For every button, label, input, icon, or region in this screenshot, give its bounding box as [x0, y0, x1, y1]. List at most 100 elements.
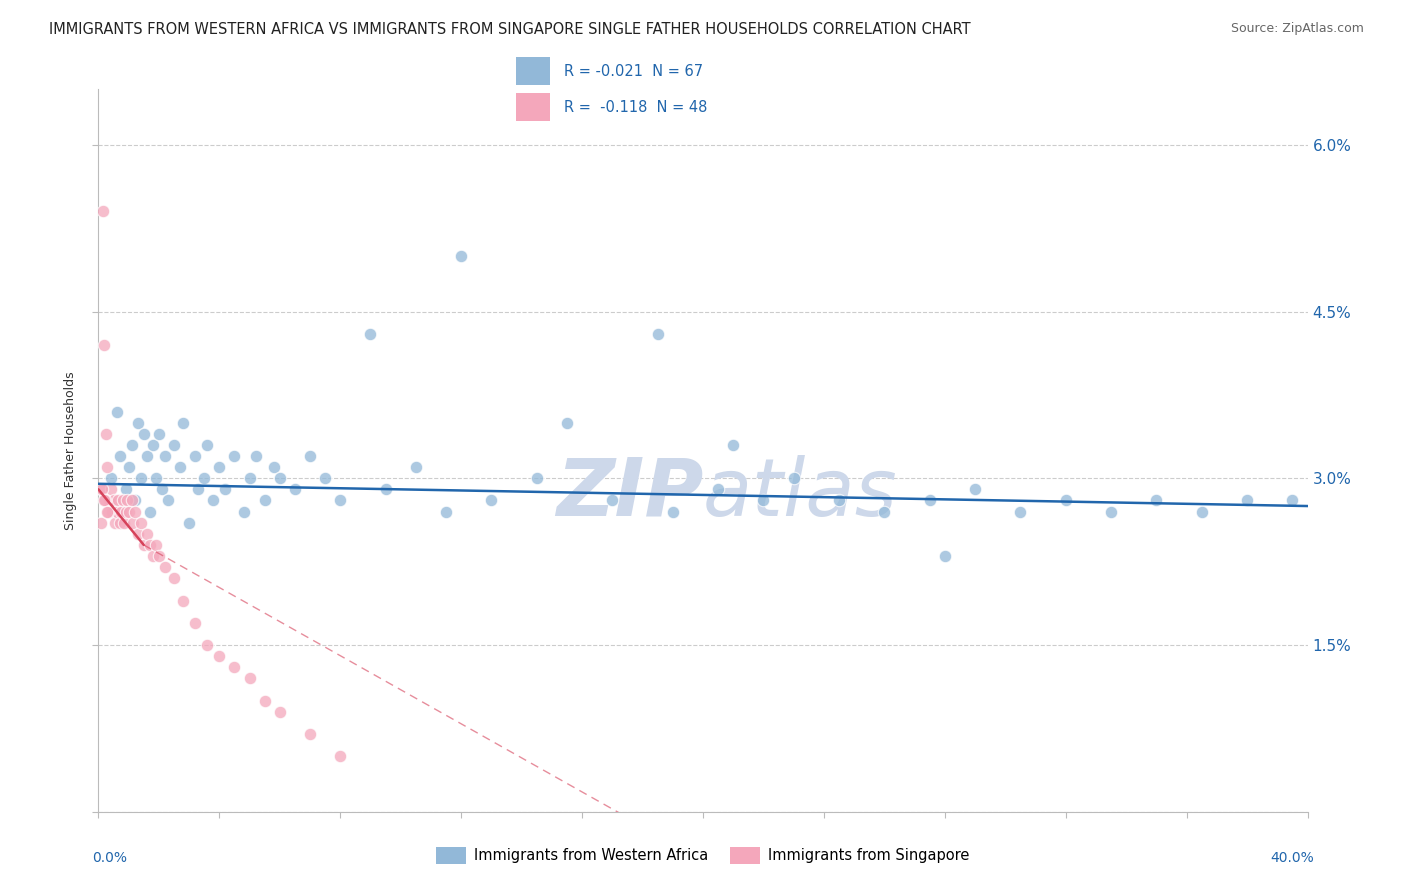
Point [918, 493, 941, 508]
Point [156, 493, 179, 508]
Point [723, 438, 745, 452]
Point [148, 426, 170, 441]
Point [783, 471, 806, 485]
Point [555, 416, 578, 430]
Point [129, 516, 152, 530]
Point [1281, 493, 1303, 508]
Point [239, 671, 262, 685]
Point [105, 505, 128, 519]
Point [752, 493, 775, 508]
Point [195, 438, 218, 452]
Point [93, 493, 115, 508]
Point [195, 638, 218, 652]
Point [284, 483, 307, 497]
Point [193, 471, 215, 485]
Point [179, 516, 201, 530]
Point [121, 493, 143, 508]
Text: R =  -0.118  N = 48: R = -0.118 N = 48 [564, 100, 707, 115]
Point [1191, 505, 1213, 519]
Point [208, 460, 231, 475]
Point [253, 693, 276, 707]
Point [224, 449, 246, 463]
Point [145, 538, 167, 552]
Point [142, 438, 165, 452]
Point [828, 493, 851, 508]
Point [108, 516, 131, 530]
Point [118, 460, 141, 475]
Point [245, 449, 267, 463]
Text: 40.0%: 40.0% [1270, 852, 1313, 865]
Point [172, 593, 194, 607]
Point [269, 471, 291, 485]
Point [1236, 493, 1258, 508]
Point [139, 505, 162, 519]
Point [187, 483, 209, 497]
Point [127, 526, 149, 541]
Point [153, 560, 176, 574]
Point [184, 615, 207, 630]
Point [329, 493, 352, 508]
Text: atlas: atlas [703, 455, 898, 533]
Point [124, 493, 146, 508]
Point [184, 449, 207, 463]
Point [96, 460, 118, 475]
Point [299, 449, 322, 463]
Point [145, 471, 167, 485]
Y-axis label: Single Father Households: Single Father Households [63, 371, 77, 530]
Point [90, 483, 112, 497]
Point [707, 483, 730, 497]
Point [269, 705, 291, 719]
Point [405, 460, 427, 475]
Point [110, 505, 132, 519]
Point [481, 493, 503, 508]
Point [434, 505, 457, 519]
Point [94, 426, 117, 441]
Point [111, 493, 134, 508]
Point [90, 516, 112, 530]
Point [934, 549, 956, 563]
Point [96, 505, 118, 519]
Point [101, 505, 124, 519]
Point [526, 471, 548, 485]
Point [661, 505, 683, 519]
Point [142, 549, 165, 563]
FancyBboxPatch shape [516, 94, 550, 121]
Point [94, 493, 117, 508]
Text: ZIP: ZIP [555, 455, 703, 533]
Point [172, 416, 194, 430]
FancyBboxPatch shape [516, 57, 550, 86]
Point [121, 438, 143, 452]
Point [1010, 505, 1032, 519]
Point [114, 505, 136, 519]
Point [602, 493, 624, 508]
Point [647, 326, 669, 341]
Point [163, 571, 186, 585]
Point [360, 326, 382, 341]
Point [153, 449, 176, 463]
Point [239, 471, 262, 485]
Point [103, 493, 125, 508]
Point [202, 493, 225, 508]
Point [91, 204, 114, 219]
Point [91, 483, 114, 497]
Text: IMMIGRANTS FROM WESTERN AFRICA VS IMMIGRANTS FROM SINGAPORE SINGLE FATHER HOUSEH: IMMIGRANTS FROM WESTERN AFRICA VS IMMIGR… [49, 22, 970, 37]
Text: Source: ZipAtlas.com: Source: ZipAtlas.com [1230, 22, 1364, 36]
Text: R = -0.021  N = 67: R = -0.021 N = 67 [564, 63, 703, 78]
Legend: Immigrants from Western Africa, Immigrants from Singapore: Immigrants from Western Africa, Immigran… [430, 841, 976, 870]
Point [97, 505, 120, 519]
Point [150, 483, 173, 497]
Point [163, 438, 186, 452]
Point [214, 483, 236, 497]
Point [169, 460, 191, 475]
Point [329, 749, 352, 764]
Point [104, 516, 127, 530]
Point [132, 426, 155, 441]
Point [208, 649, 231, 664]
Point [100, 471, 122, 485]
Point [1099, 505, 1122, 519]
Point [1146, 493, 1168, 508]
Point [124, 505, 146, 519]
Point [374, 483, 396, 497]
Text: 0.0%: 0.0% [93, 852, 128, 865]
Point [132, 538, 155, 552]
